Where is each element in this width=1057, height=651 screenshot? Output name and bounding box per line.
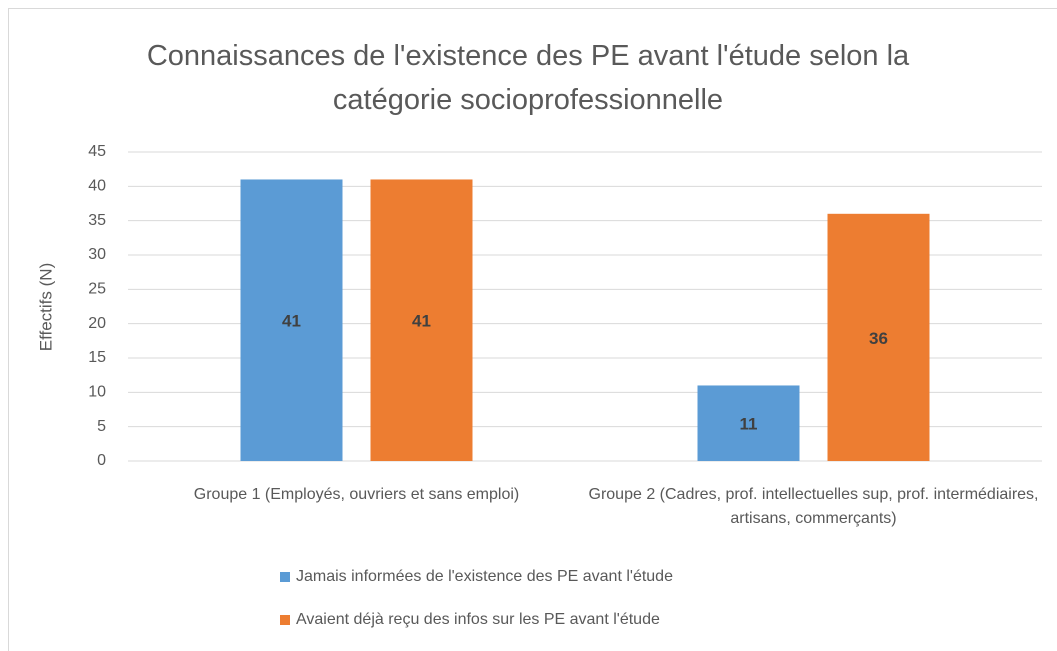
legend-swatch <box>280 572 290 582</box>
chart-border <box>8 8 1057 651</box>
y-tick-label: 20 <box>88 315 106 332</box>
bar <box>240 179 343 461</box>
y-tick-label: 10 <box>88 384 106 401</box>
data-label: 36 <box>869 329 888 348</box>
bar <box>697 385 800 461</box>
bar <box>370 179 473 461</box>
y-axis-label: Effectifs (N) <box>36 263 55 351</box>
y-tick-label: 30 <box>88 246 106 263</box>
legend-label: Jamais informées de l'existence des PE a… <box>296 568 673 585</box>
x-tick-label: Groupe 2 (Cadres, prof. intellectuelles … <box>588 486 1039 527</box>
y-tick-label: 40 <box>88 178 106 195</box>
y-tick-label: 0 <box>97 452 106 469</box>
chart-title: Connaissances de l'existence des PE avan… <box>146 40 910 116</box>
bar <box>827 213 930 461</box>
y-tick-label: 25 <box>88 281 106 298</box>
data-label: 41 <box>412 312 431 331</box>
y-tick-label: 5 <box>97 418 106 435</box>
y-tick-label: 35 <box>88 212 106 229</box>
x-tick-label: Groupe 1 (Employés, ouvriers et sans emp… <box>193 486 520 503</box>
legend-swatch <box>280 615 290 625</box>
legend-label: Avaient déjà reçu des infos sur les PE a… <box>296 611 660 628</box>
data-label: 11 <box>740 415 758 434</box>
y-tick-label: 45 <box>88 143 106 160</box>
data-label: 41 <box>282 312 301 331</box>
y-tick-label: 15 <box>88 349 106 366</box>
